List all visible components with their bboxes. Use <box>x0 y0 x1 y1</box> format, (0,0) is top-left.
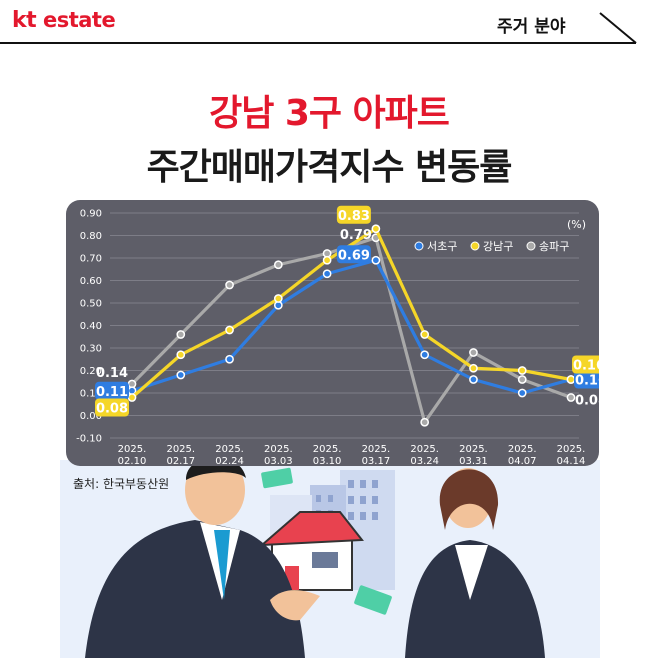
data-point <box>176 330 186 339</box>
x-tick-label: 03.24 <box>410 456 439 466</box>
title-line-2: 주간매매가격지수 변동률 <box>146 147 513 188</box>
data-point <box>225 280 234 290</box>
data-point <box>225 354 234 364</box>
data-label: 0.79 <box>340 228 372 243</box>
y-tick-label: 0.60 <box>80 276 102 287</box>
x-tick-label: 03.10 <box>313 456 342 466</box>
legend-marker <box>414 241 424 251</box>
data-label-box <box>336 205 371 224</box>
legend-label: 강남구 <box>483 240 513 253</box>
y-tick-label: 0.90 <box>80 209 102 220</box>
data-label: 0.69 <box>338 248 370 263</box>
y-tick-label: 0.70 <box>80 254 102 265</box>
data-label-box <box>336 245 371 264</box>
title-line-1: 강남 3구 아파트 <box>209 93 450 134</box>
y-tick-label: 0.30 <box>80 344 102 355</box>
x-tick-label: 2025. <box>313 444 342 455</box>
legend-label: 송파구 <box>539 240 569 253</box>
x-tick-label: 2025. <box>264 444 293 455</box>
data-point <box>566 375 576 384</box>
x-tick-label: 02.10 <box>118 456 147 466</box>
data-point <box>517 375 527 384</box>
data-label: 0.08 <box>96 402 128 417</box>
kt-estate-logo: kt estate <box>12 8 116 33</box>
x-tick-label: 04.07 <box>508 456 537 466</box>
data-point <box>273 294 283 303</box>
y-tick-label: 0.80 <box>80 231 102 242</box>
chart-panel <box>66 200 599 466</box>
data-point <box>176 350 186 360</box>
woman-figure <box>405 468 545 658</box>
x-tick-label: 2025. <box>166 444 195 455</box>
x-tick-label: 02.17 <box>166 456 195 466</box>
source-note: 출처: 한국부동산원 <box>73 477 170 491</box>
data-point <box>517 366 527 375</box>
x-tick-label: 2025. <box>459 444 488 455</box>
house-icon <box>259 511 364 591</box>
man-figure <box>85 455 320 658</box>
x-tick-label: 03.31 <box>459 456 488 466</box>
x-tick-label: 2025. <box>557 444 586 455</box>
y-tick-label: 0.20 <box>80 366 102 377</box>
data-label: 0.83 <box>338 209 370 224</box>
x-tick-label: 2025. <box>215 444 244 455</box>
y-tick-label: 0.10 <box>80 389 102 400</box>
data-point <box>469 363 478 373</box>
data-point <box>420 330 430 339</box>
data-label: 0.11 <box>96 385 128 400</box>
x-tick-label: 04.14 <box>557 456 586 466</box>
data-label: 0.16 <box>575 374 599 389</box>
header-underline <box>0 12 637 44</box>
data-point <box>225 325 234 335</box>
x-tick-label: 03.03 <box>264 456 293 466</box>
data-label-box <box>95 381 129 400</box>
series-line <box>130 227 572 399</box>
data-point <box>322 269 332 279</box>
x-tick-label: 2025. <box>410 444 439 455</box>
x-tick-label: 02.24 <box>215 456 244 466</box>
data-label: 0.14 <box>96 366 128 381</box>
data-label: 0.08 <box>575 394 599 409</box>
legend-marker <box>470 241 480 251</box>
data-label-box <box>572 355 599 374</box>
line-chart: -0.10 0.00 0.10 0.20 0.30 0.40 0.50 0.60 0.70 0.8… <box>76 205 599 466</box>
data-point <box>127 393 137 402</box>
data-point <box>517 388 527 398</box>
data-label-box <box>95 398 129 417</box>
series-line <box>131 258 572 395</box>
y-tick-label: 0.00 <box>80 411 102 422</box>
x-tick-label: 2025. <box>362 444 391 455</box>
x-tick-label: 2025. <box>508 444 537 455</box>
data-point <box>566 393 576 402</box>
y-tick-label: -0.10 <box>76 434 102 445</box>
data-point <box>420 350 430 360</box>
data-point <box>371 255 381 265</box>
data-point <box>469 375 478 384</box>
x-tick-label: 2025. <box>118 444 147 455</box>
legend-marker <box>526 241 536 251</box>
y-tick-label: 0.40 <box>80 321 102 332</box>
data-point <box>371 224 381 234</box>
data-point <box>273 260 283 270</box>
top-bar: kt estate 주거 분야 <box>0 0 658 46</box>
data-label-box <box>574 370 599 389</box>
category-label: 주거 분야 <box>497 17 566 37</box>
data-point <box>420 417 430 427</box>
data-point <box>469 348 478 357</box>
y-tick-label: 0.50 <box>80 299 102 310</box>
legend-label: 서초구 <box>427 240 457 253</box>
data-point <box>322 255 332 265</box>
x-tick-label: 03.17 <box>362 456 391 466</box>
unit-label: (%) <box>567 218 586 231</box>
data-point <box>176 370 186 380</box>
data-label: 0.16 <box>573 359 599 374</box>
